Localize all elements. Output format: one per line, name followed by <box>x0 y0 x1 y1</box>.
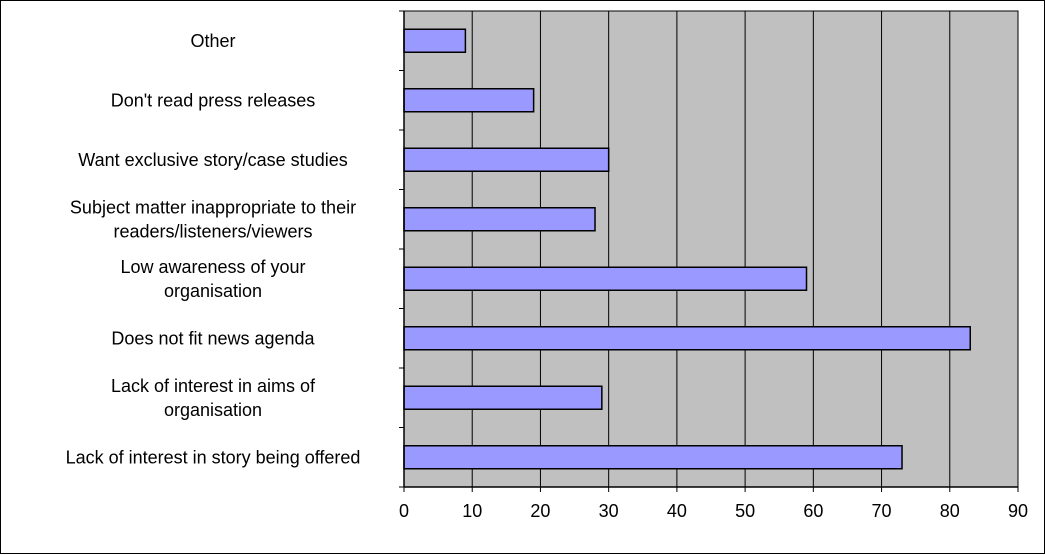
category-label: Low awareness of your organisation <box>120 257 305 301</box>
bar <box>404 386 602 409</box>
category-label: Subject matter inappropriate to their rea… <box>70 197 356 241</box>
bar <box>404 148 609 171</box>
category-label: Want exclusive story/case studies <box>78 150 347 170</box>
category-label: Lack of interest in aims of organisation <box>111 376 316 420</box>
plot-area <box>404 11 1018 487</box>
bar <box>404 208 595 231</box>
category-label-line: Low awareness of your <box>120 257 305 277</box>
category-label-line: Lack of interest in aims of <box>111 376 316 396</box>
x-tick-label: 40 <box>667 501 687 521</box>
category-label-line: organisation <box>164 281 262 301</box>
category-label-line: Other <box>190 31 235 51</box>
category-label-line: readers/listeners/viewers <box>113 221 312 241</box>
category-label: Other <box>190 31 235 51</box>
x-tick-label: 30 <box>599 501 619 521</box>
x-tick-label: 0 <box>399 501 409 521</box>
category-label: Lack of interest in story being offered <box>66 447 361 467</box>
bar <box>404 267 807 290</box>
x-tick-label: 90 <box>1008 501 1028 521</box>
x-tick-label: 20 <box>530 501 550 521</box>
x-tick-labels: 0 10 20 30 40 50 60 70 80 90 <box>399 501 1028 521</box>
x-tick-label: 10 <box>462 501 482 521</box>
bar <box>404 446 902 469</box>
bar <box>404 89 534 112</box>
category-label-line: Lack of interest in story being offered <box>66 447 361 467</box>
category-label-line: Want exclusive story/case studies <box>78 150 347 170</box>
bar <box>404 29 465 52</box>
bar <box>404 327 970 350</box>
category-label-line: Don't read press releases <box>111 90 316 110</box>
x-tick-label: 70 <box>872 501 892 521</box>
category-label: Does not fit news agenda <box>111 328 315 348</box>
category-labels: Lack of interest in story being offered L… <box>66 31 361 468</box>
x-tick-label: 50 <box>735 501 755 521</box>
category-label-line: Does not fit news agenda <box>111 328 315 348</box>
category-label: Don't read press releases <box>111 90 316 110</box>
category-label-line: organisation <box>164 400 262 420</box>
x-tick-label: 60 <box>803 501 823 521</box>
x-tick-label: 80 <box>940 501 960 521</box>
category-label-line: Subject matter inappropriate to their <box>70 197 356 217</box>
